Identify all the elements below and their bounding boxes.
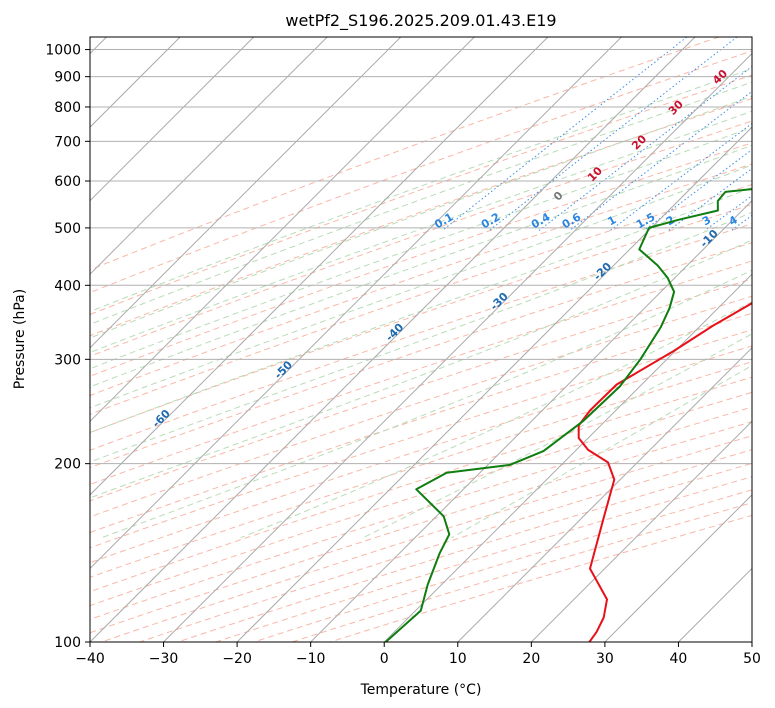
isotherm — [530, 420, 752, 642]
dry-adiabat — [90, 142, 752, 377]
isotherm — [383, 273, 752, 642]
dry-adiabat — [90, 97, 752, 337]
temperature-profile-line — [577, 302, 752, 642]
moist-adiabat — [90, 95, 752, 339]
x-axis-label: Temperature (°C) — [360, 682, 482, 698]
isotherm-label: -70 — [23, 460, 46, 483]
moist-adiabat — [90, 186, 752, 434]
profile-series — [384, 188, 752, 642]
dry-adiabat — [90, 421, 752, 634]
isotherm — [236, 126, 752, 642]
isotherm — [90, 37, 255, 202]
y-tick-label: 600 — [54, 174, 81, 190]
isotherm — [310, 199, 752, 642]
dry-adiabat — [90, 278, 752, 502]
dry-adiabat — [291, 502, 752, 642]
isotherm — [90, 37, 696, 642]
dry-adiabat — [90, 50, 752, 294]
y-tick-label: 1000 — [45, 43, 81, 59]
pressure-gridlines — [90, 49, 752, 642]
y-tick-label: 700 — [54, 134, 81, 150]
dry-adiabat — [90, 163, 752, 397]
y-tick-label: 900 — [54, 70, 81, 86]
moist-adiabat — [90, 164, 752, 409]
isotherm — [90, 37, 622, 570]
dry-adiabat — [90, 74, 752, 316]
moist-adiabat — [90, 81, 752, 325]
isotherm — [90, 37, 549, 496]
mixing-ratio-line — [770, 37, 775, 231]
x-tick-label: 20 — [522, 651, 540, 667]
dewpoint-profile-line — [384, 188, 752, 642]
y-tick-label: 300 — [54, 352, 81, 368]
x-tick-label: −30 — [149, 651, 179, 667]
isotherms — [90, 37, 752, 642]
mixing-ratio-line — [538, 65, 752, 231]
isotherm — [90, 37, 328, 275]
isotherm — [751, 641, 752, 642]
moist-adiabat — [90, 110, 752, 354]
moist-adiabat — [90, 239, 752, 499]
mixing-ratio-line — [668, 167, 752, 231]
x-tick-label: −10 — [296, 651, 326, 667]
dry-adiabat — [177, 462, 752, 642]
y-tick-label: 200 — [54, 457, 81, 473]
moist-adiabat — [90, 211, 752, 463]
x-tick-label: 50 — [743, 651, 761, 667]
moist-adiabats — [90, 68, 752, 539]
x-tick-label: 0 — [380, 651, 389, 667]
isotherm — [604, 494, 752, 642]
x-axis-ticks: −40 −30 −20 −10 0 10 20 30 40 50 — [75, 642, 761, 667]
isotherm — [457, 347, 752, 642]
y-tick-label: 400 — [54, 278, 81, 294]
dry-adiabat — [329, 514, 752, 642]
isotherm-label: -20 — [591, 260, 614, 283]
isotherm — [163, 52, 752, 642]
moist-adiabat — [362, 333, 752, 539]
dry-adiabat — [90, 376, 752, 593]
y-tick-label: 800 — [54, 100, 81, 116]
moist-adiabat-label: 0 — [551, 189, 566, 204]
moist-adiabat — [90, 126, 752, 370]
y-axis-ticks: 100 200 300 400 500 600 700 800 900 1000 — [45, 43, 90, 651]
moist-adiabat — [451, 364, 752, 539]
isotherm-label: -50 — [272, 358, 295, 381]
chart-title: wetPf2_S196.2025.209.01.43.E19 — [285, 11, 556, 31]
isotherm-label: -60 — [150, 407, 173, 430]
mixing-ratio-line — [731, 214, 752, 231]
moist-adiabat-label: 30 — [666, 97, 686, 117]
moist-adiabat — [90, 144, 752, 388]
moist-adiabat — [90, 68, 752, 313]
x-tick-label: −40 — [75, 651, 105, 667]
x-tick-label: 10 — [449, 651, 467, 667]
moist-adiabat — [240, 301, 752, 539]
isotherm-label: -10 — [698, 227, 721, 250]
x-tick-label: −20 — [222, 651, 252, 667]
y-tick-label: 500 — [54, 221, 81, 237]
plot-area: -100-90-80-70-60-50-40-30-20-100.10.20.4… — [23, 37, 775, 642]
mixing-ratio-line — [609, 122, 752, 231]
mixing-ratio-line — [442, 37, 688, 231]
isotherm — [90, 37, 475, 423]
dry-adiabat — [90, 329, 752, 549]
dry-adiabat — [90, 242, 752, 469]
moist-adiabat-label: 20 — [629, 132, 649, 152]
dry-adiabat — [101, 435, 752, 642]
mixing-ratio-label: 6 — [765, 213, 775, 228]
mixing-ratio-label: 4 — [727, 213, 740, 228]
isotherm-label: -40 — [383, 320, 406, 343]
mixing-ratio-line — [488, 37, 738, 231]
plot-frame — [89, 36, 753, 643]
x-tick-label: 30 — [596, 651, 614, 667]
y-tick-label: 100 — [54, 635, 81, 651]
mixing-ratio-lines — [442, 37, 775, 231]
mixing-ratio-line — [643, 149, 752, 231]
x-tick-label: 40 — [670, 651, 688, 667]
moist-adiabat-label: 40 — [710, 67, 730, 87]
y-axis-label: Pressure (hPa) — [12, 289, 28, 389]
isotherm — [90, 37, 402, 349]
dry-adiabat — [90, 223, 752, 451]
isotherm-label: -30 — [488, 290, 511, 313]
